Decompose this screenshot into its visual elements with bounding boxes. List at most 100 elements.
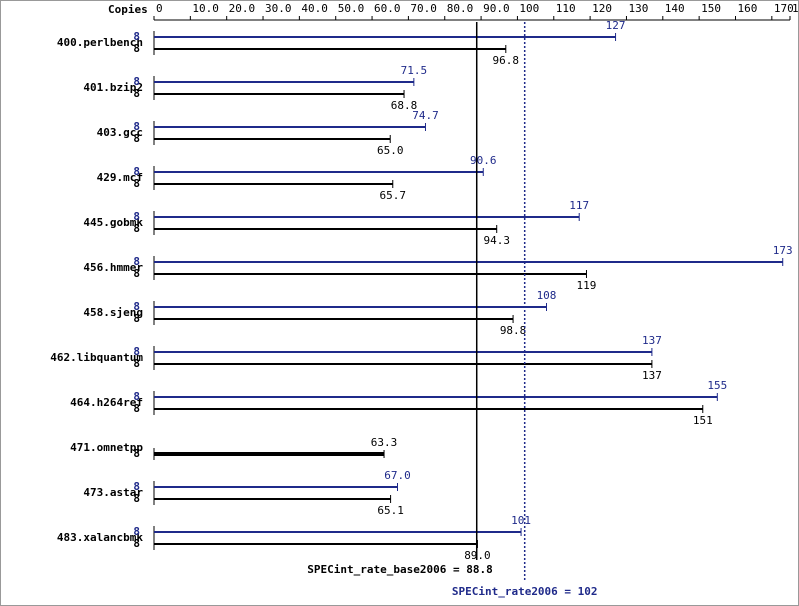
- bar: [154, 81, 414, 83]
- bar: [154, 543, 478, 545]
- bar: [154, 228, 497, 230]
- value-label: 63.3: [371, 436, 398, 449]
- x-tick-label: 80.0: [447, 2, 474, 15]
- copies-label: 8: [133, 210, 140, 223]
- copies-label: 8: [133, 537, 140, 550]
- value-label: 65.7: [380, 189, 407, 202]
- bar: [154, 318, 514, 320]
- x-tick-label: 50.0: [338, 2, 365, 15]
- bar: [154, 183, 393, 185]
- x-tick-label: 160: [737, 2, 757, 15]
- x-tick-label: 170: [774, 2, 794, 15]
- copies-label: 8: [133, 120, 140, 133]
- bar: [154, 351, 652, 353]
- bar: [154, 396, 718, 398]
- value-label: 119: [577, 279, 597, 292]
- category-label: 401.bzip2: [83, 81, 143, 94]
- copies-label: 8: [133, 75, 140, 88]
- copies-label: 8: [133, 255, 140, 268]
- category-label: 471.omnetpp: [70, 441, 143, 454]
- x-tick-label: 175: [792, 2, 799, 15]
- value-label: 137: [642, 334, 662, 347]
- value-label: 65.1: [377, 504, 404, 517]
- value-label: 155: [707, 379, 727, 392]
- copies-label: 8: [133, 300, 140, 313]
- bar: [154, 531, 522, 533]
- copies-label: 8: [133, 30, 140, 43]
- x-tick-label: 90.0: [483, 2, 510, 15]
- value-label: 65.0: [377, 144, 404, 157]
- reference-label: SPECint_rate_base2006 = 88.8: [307, 563, 492, 576]
- x-tick-label: 30.0: [265, 2, 292, 15]
- copies-label: 8: [133, 87, 140, 100]
- value-label: 74.7: [412, 109, 439, 122]
- value-label: 108: [537, 289, 557, 302]
- bar: [154, 363, 652, 365]
- category-label: 462.libquantum: [50, 351, 143, 364]
- bar: [154, 498, 391, 500]
- copies-label: 8: [133, 345, 140, 358]
- bar: [154, 171, 484, 173]
- value-label: 94.3: [483, 234, 510, 247]
- bar: [154, 93, 405, 95]
- value-label: 137: [642, 369, 662, 382]
- x-tick-label: 60.0: [374, 2, 401, 15]
- bar: [154, 273, 587, 275]
- x-tick-label: 150: [701, 2, 721, 15]
- reference-label: SPECint_rate2006 = 102: [452, 585, 598, 598]
- bar: [154, 126, 426, 128]
- category-label: 403.gcc: [97, 126, 143, 139]
- value-label: 101: [511, 514, 531, 527]
- category-label: 456.hmmer: [83, 261, 143, 274]
- value-label: 90.6: [470, 154, 497, 167]
- value-label: 151: [693, 414, 713, 427]
- copies-label: 8: [133, 222, 140, 235]
- bar: [154, 452, 385, 456]
- bar: [154, 216, 580, 218]
- copies-label: 8: [133, 165, 140, 178]
- x-tick-label: 70.0: [410, 2, 437, 15]
- bar: [154, 48, 506, 50]
- axis-label: Copies: [108, 3, 148, 16]
- value-label: 68.8: [391, 99, 418, 112]
- bar: [154, 408, 703, 410]
- value-label: 67.0: [384, 469, 411, 482]
- category-label: 400.perlbench: [57, 36, 143, 49]
- value-label: 117: [569, 199, 589, 212]
- copies-label: 8: [133, 177, 140, 190]
- value-label: 96.8: [493, 54, 520, 67]
- category-label: 429.mcf: [97, 171, 143, 184]
- x-tick-label: 110: [556, 2, 576, 15]
- copies-label: 8: [133, 492, 140, 505]
- x-tick-label: 140: [665, 2, 685, 15]
- x-tick-label: 10.0: [192, 2, 219, 15]
- copies-label: 8: [133, 525, 140, 538]
- x-tick-label: 20.0: [229, 2, 256, 15]
- copies-label: 8: [133, 402, 140, 415]
- x-tick-label: 120: [592, 2, 612, 15]
- bar: [154, 261, 783, 263]
- copies-label: 8: [133, 267, 140, 280]
- x-tick-label: 40.0: [301, 2, 328, 15]
- bar: [154, 306, 547, 308]
- category-label: 458.sjeng: [83, 306, 143, 319]
- x-tick-label: 100: [519, 2, 539, 15]
- copies-label: 8: [133, 312, 140, 325]
- copies-label: 8: [133, 357, 140, 370]
- bar: [154, 138, 391, 140]
- copies-label: 8: [133, 480, 140, 493]
- category-label: 464.h264ref: [70, 396, 143, 409]
- value-label: 98.8: [500, 324, 527, 337]
- value-label: 173: [773, 244, 793, 257]
- copies-label: 8: [133, 447, 140, 460]
- category-label: 445.gobmk: [83, 216, 143, 229]
- value-label: 71.5: [401, 64, 428, 77]
- category-label: 473.astar: [83, 486, 143, 499]
- value-label: 127: [606, 19, 626, 32]
- copies-label: 8: [133, 132, 140, 145]
- x-tick-label: 130: [628, 2, 648, 15]
- copies-label: 8: [133, 390, 140, 403]
